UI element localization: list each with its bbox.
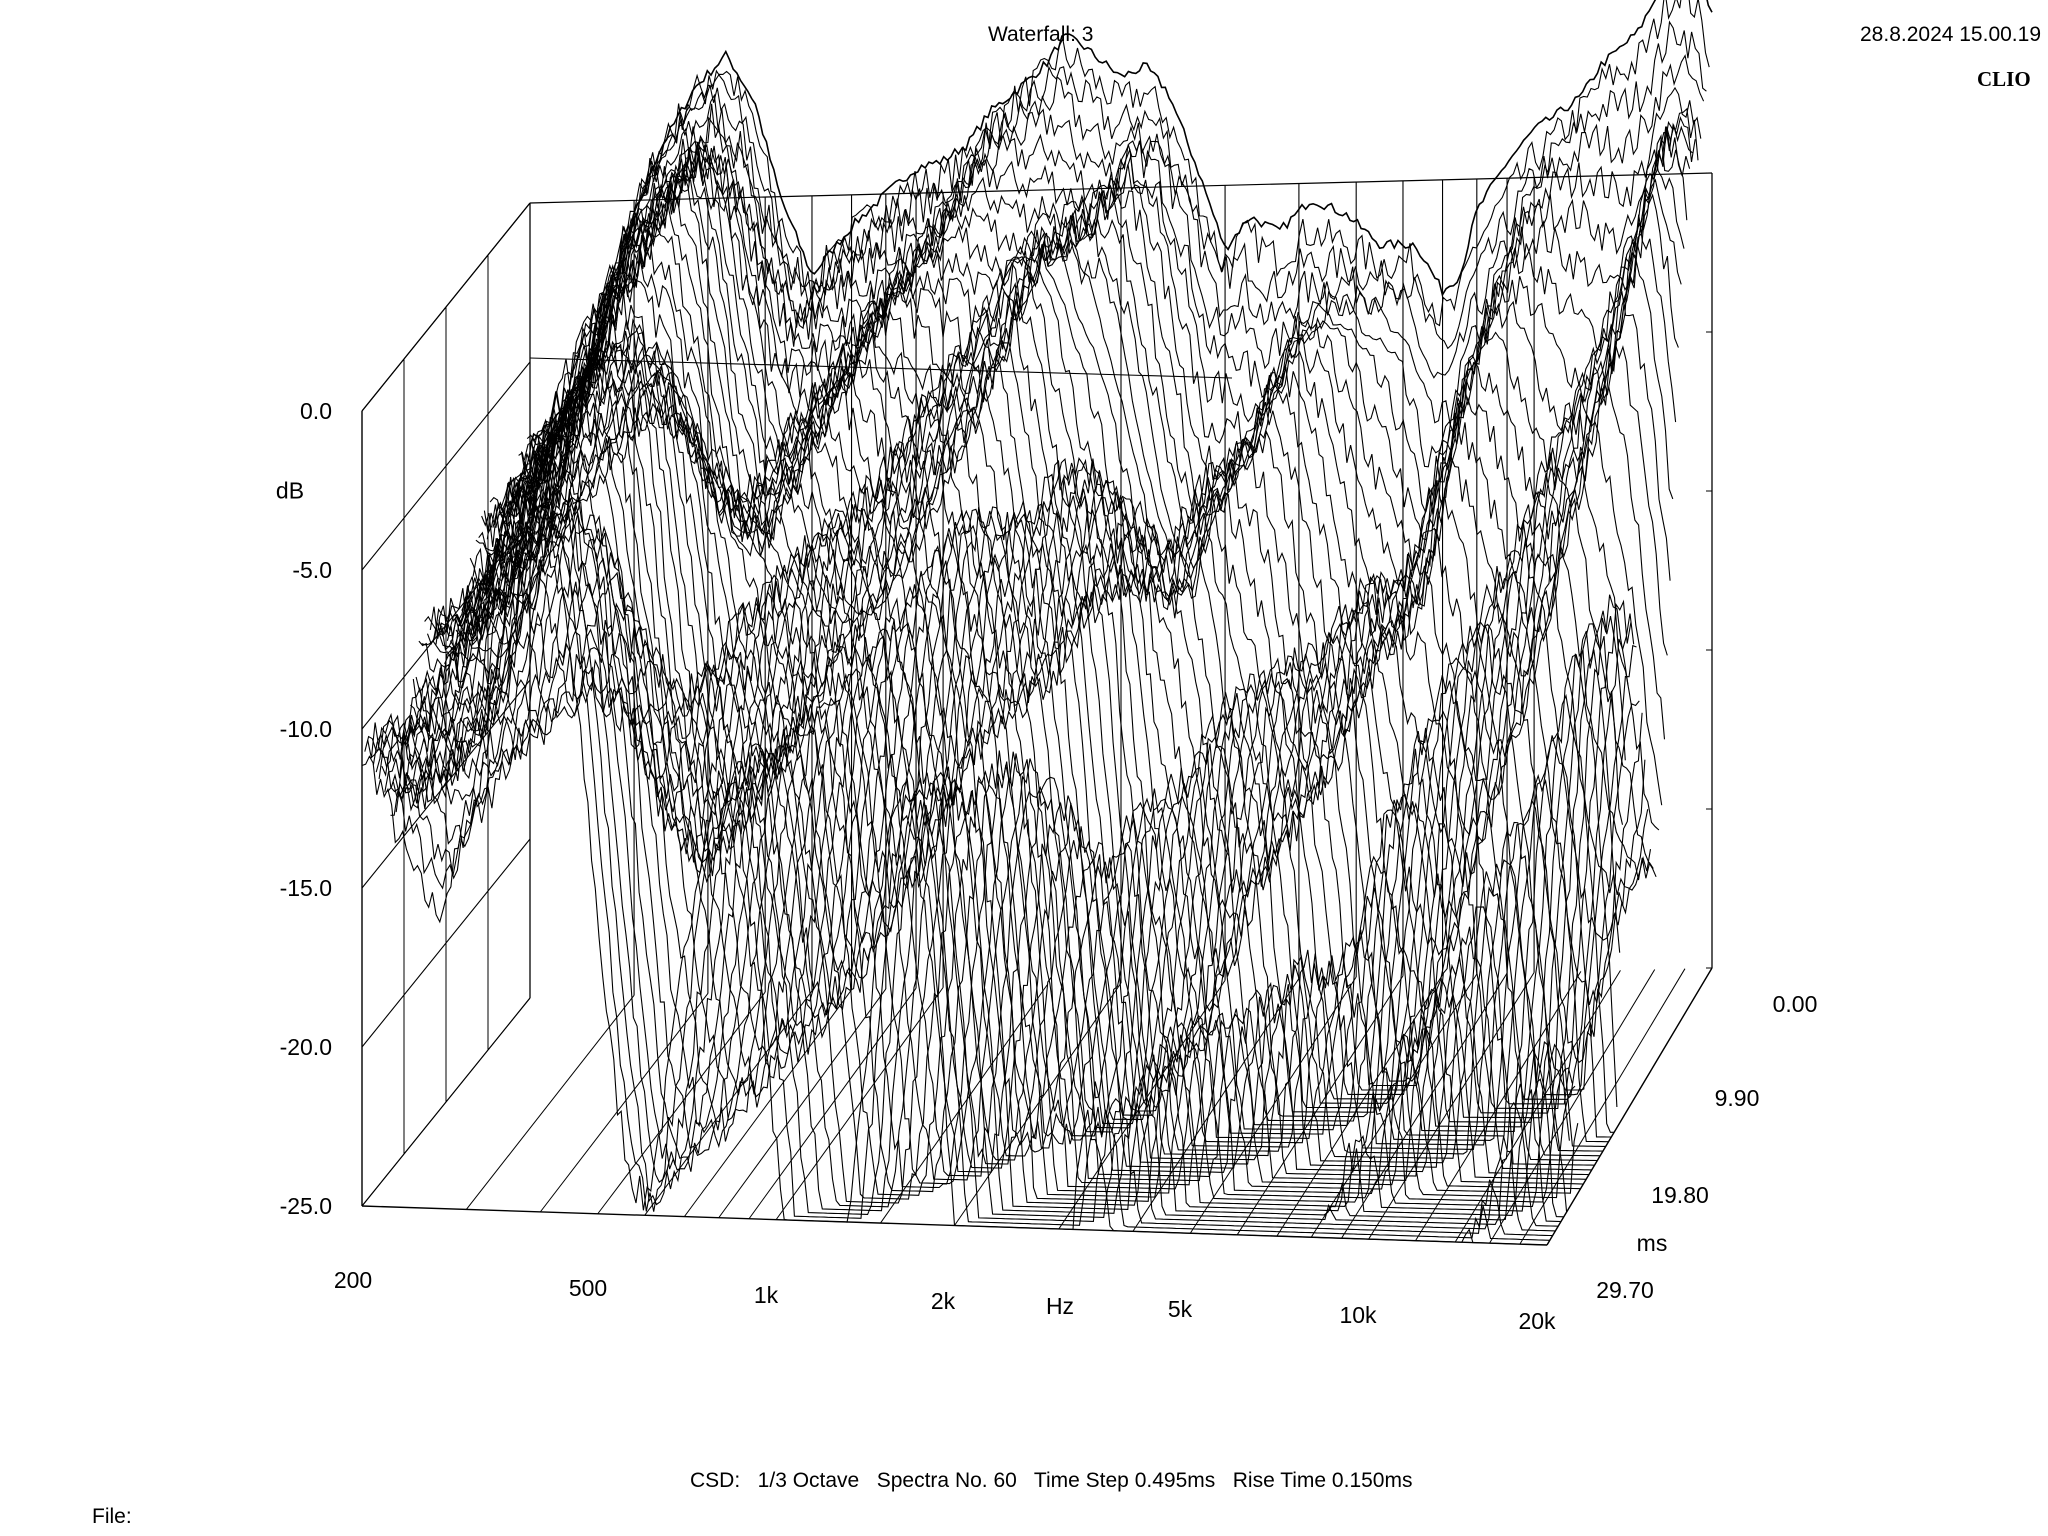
floor-gridline [1058,980,1226,1230]
floor-gridline [1519,968,1686,1245]
x-tick-label: 500 [569,1275,607,1301]
x-tick-label: 10k [1339,1302,1377,1328]
spectrum-slice [469,259,1654,956]
y-tick-label: -20.0 [280,1034,332,1060]
y-tick-label: -10.0 [280,716,332,742]
axis-labels: 0.0 -5.0 -10.0 -15.0 -20.0 -25.0 dB 200 500 1k 2k 5… [276,398,1817,1334]
x-tick-label: 2k [931,1288,956,1314]
spectrum-slice [378,514,1564,1218]
spectrum-slice [404,460,1589,1176]
spectrum-slice [449,381,1635,1100]
spectrum-slice [390,572,1576,1199]
x-tick-label: 200 [334,1267,372,1293]
y-tick-label: -5.0 [292,557,332,583]
floor-gridline [683,989,852,1217]
y-axis-label: dB [276,478,304,504]
file-label: File: [92,1505,132,1528]
chart-title: Waterfall: 3 [988,23,1094,46]
floor-gridline [1276,974,1443,1237]
spectrum-slice [512,116,1696,515]
top-left-edge [361,202,531,412]
spectrum-slice [441,341,1626,1114]
floor-gridline [775,987,944,1220]
spectrum-slice [498,156,1682,648]
spectrum-slice [529,0,1713,447]
spectrum-slice [429,319,1615,1133]
floor-gridline [1415,971,1582,1241]
spectrum-slice [438,331,1624,1119]
spectrum-slice [455,351,1640,1091]
x-tick-label: 1k [754,1282,779,1308]
clio-logo: CLIO [1977,67,2031,91]
spectrum-slice [526,0,1710,442]
spectrum-slice [492,146,1677,699]
spectrum-slice [518,86,1702,472]
axes-frame [361,172,1713,1246]
spectrum-slice [367,502,1553,1237]
spectrum-slice [370,499,1556,1232]
floor-gridline [1489,969,1656,1244]
floor-gridline [748,987,917,1220]
floor-gridline [1341,972,1508,1239]
spectrum-slice [483,173,1668,772]
floor-gridline [361,997,531,1207]
spectrum-slice [395,518,1581,1190]
x-tick-label: 5k [1168,1296,1193,1322]
floor-gridline [880,984,1048,1224]
z-tick-label: 0.00 [1773,991,1818,1017]
wall-gridline [529,357,1233,379]
spectrum-slice [398,491,1584,1185]
floor-gridline [465,995,635,1210]
spectrum-slice [387,571,1573,1203]
spectrum-slice [520,54,1705,475]
spectrum-slice [418,366,1603,1152]
x-tick-label: 20k [1518,1308,1556,1334]
z-tick-label: 29.70 [1596,1277,1654,1303]
spectrum-slice [412,397,1598,1162]
spectrum-slice [523,20,1707,464]
spectrum-slice [424,340,1609,1143]
spectrum-slice [426,340,1612,1138]
floor-gridline [1368,972,1535,1240]
spectrum-slice [475,215,1660,887]
z-axis-label: ms [1637,1230,1668,1256]
spectrum-slice [481,184,1666,806]
spectrum-slice [372,488,1559,1227]
spectrum-slice [375,505,1562,1223]
floor-gridline [954,982,1122,1226]
measurement-settings: CSD: 1/3 Octave Spectra No. 60 Time Step… [690,1469,1413,1492]
z-tick-label: 9.90 [1715,1085,1760,1111]
x-axis-label: Hz [1046,1293,1074,1319]
spectrum-slice [472,235,1657,920]
z-tick-label: 19.80 [1651,1182,1709,1208]
spectrum-slice [432,318,1618,1128]
front-axis-x [361,1205,1548,1246]
timestamp: 28.8.2024 15.00.19 [1860,23,2042,46]
floor-gridline [597,991,766,1215]
spectrum-slice [486,164,1671,755]
spectrum-slice [489,156,1674,737]
y-tick-label: 0.0 [300,398,332,424]
spectrum-slice [392,542,1579,1194]
floor-gridline [718,988,887,1219]
y-tick-label: -25.0 [280,1193,332,1219]
floor-gridline [1189,976,1357,1234]
y-tick-label: -15.0 [280,875,332,901]
spectra-curves [361,0,1713,1246]
spectrum-slice [364,508,1550,1241]
depth-axis [1546,967,1713,1246]
spectrum-slice [458,333,1643,1087]
